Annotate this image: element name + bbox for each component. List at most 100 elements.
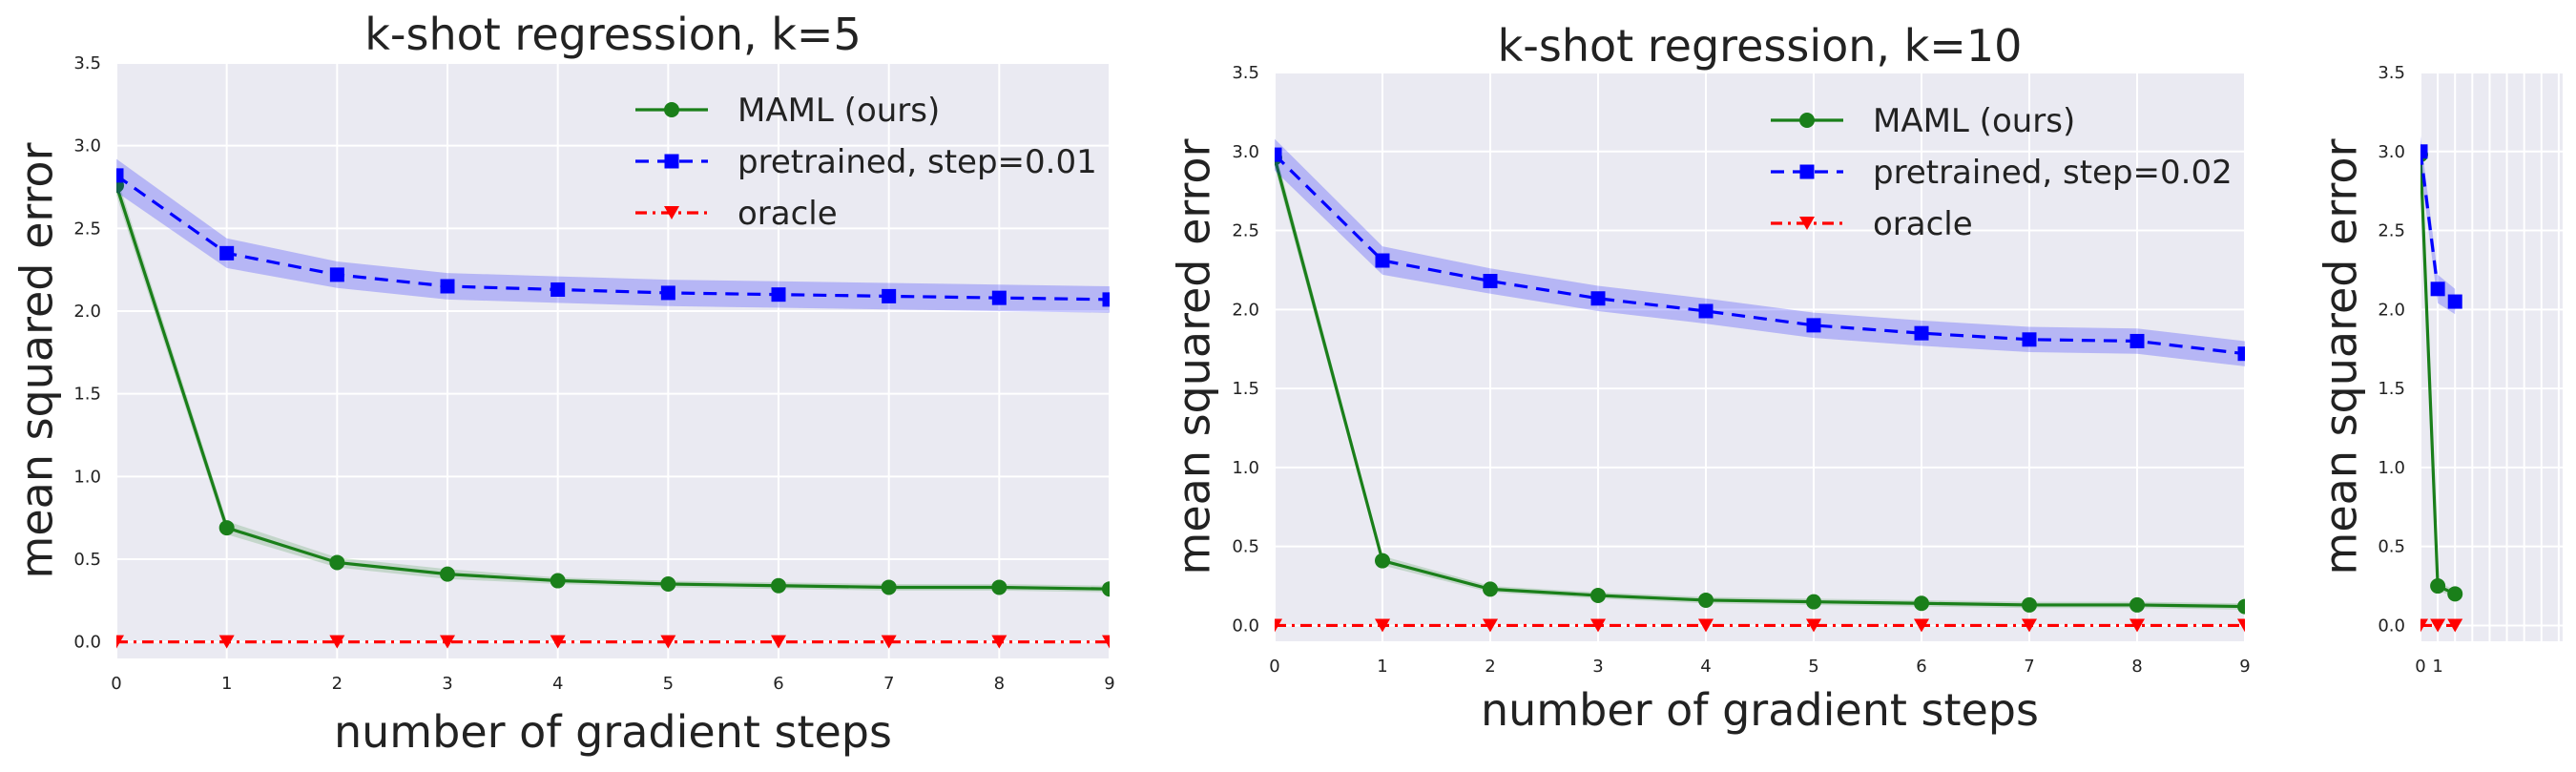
data-point [1375,553,1390,569]
data-point [1590,587,1606,603]
data-point [1102,292,1110,307]
y-tick-label: 0.5 [1232,537,1259,557]
x-tick-label: 1 [2432,657,2442,677]
data-point [1102,581,1110,597]
data-point [2237,618,2245,633]
x-tick-label: 7 [2024,657,2034,677]
legend-entry: MAML (ours) [737,92,940,130]
data-point [2129,333,2145,348]
data-point [219,245,235,261]
legend-marker [1799,217,1815,230]
data-point [2430,618,2446,633]
series-pretrained-step-0-01 [116,158,1110,313]
data-point [660,576,676,592]
data-point [991,290,1007,305]
legend-entry: pretrained, step=0.02 [1873,154,2233,192]
series-maml-ours [1275,148,2245,615]
y-tick-label: 3.5 [73,53,101,73]
data-point [1806,594,1821,610]
data-point [1483,274,1498,289]
x-tick-label: 1 [221,674,232,694]
series-unnamed-1 [2420,136,2462,315]
x-tick-label: 8 [994,674,1005,694]
data-point [2447,586,2463,602]
series-line [116,184,1110,591]
data-point [2237,346,2245,362]
y-tick-label: 3.5 [2378,63,2405,83]
data-point [1806,318,1821,333]
y-tick-label: 1.0 [2378,458,2405,478]
data-point [1483,618,1498,633]
data-point [1590,291,1606,306]
data-point [2447,294,2462,309]
legend-marker [1799,164,1815,179]
series-line [1275,153,2245,356]
y-tick-label: 1.5 [1232,379,1259,399]
legend-entry: pretrained, step=0.01 [737,143,1097,181]
x-tick-label: 2 [1485,657,1495,677]
data-point [116,635,124,649]
series-maml-ours [116,175,1110,597]
data-point [550,573,566,589]
legend-marker [664,102,679,117]
x-axis-label: number of gradient steps [1481,684,2039,736]
y-tick-label: 1.5 [2378,379,2405,399]
x-tick-label: 5 [663,674,674,694]
series-pretrained-step-0-02 [1275,138,2245,366]
y-tick-label: 1.0 [1232,458,1259,478]
y-tick-label: 3.0 [73,136,101,156]
legend: MAML (ours) pretrained, step=0.02 oracle [1771,102,2233,243]
y-tick-label: 2.5 [73,219,101,239]
x-tick-label: 1 [1377,657,1387,677]
y-tick-label: 0.5 [2378,537,2405,557]
data-point [440,635,455,649]
y-tick-label: 0.5 [73,550,101,570]
chart-panel-2: 0.0 0.5 1.0 1.5 2.0 2.5 3.0 3.5 0 1 2 3 4 5 6 7 8 9 k-shot… [1169,20,2251,736]
legend-marker [1799,113,1815,128]
x-tick-label: 8 [2131,657,2142,677]
series-unnamed-2 [2420,618,2463,633]
data-point [2420,144,2428,159]
data-point [218,635,235,649]
y-tick-label: 0.0 [1232,616,1259,636]
data-point [1806,618,1821,633]
x-tick-label: 0 [2415,657,2425,677]
data-point [1275,618,1282,633]
data-point [1102,635,1110,649]
data-point [2430,282,2445,297]
legend: MAML (ours) pretrained, step=0.01 oracle [635,92,1097,233]
data-point [1375,253,1390,268]
x-tick-label: 3 [442,674,452,694]
data-point [881,579,897,595]
y-axis-label: mean squared error [2316,138,2367,574]
data-point [1275,147,1282,162]
data-point [1914,325,1929,341]
data-point [1698,303,1714,319]
data-point [2022,618,2037,633]
data-point [116,168,124,183]
data-point [2129,596,2145,613]
x-tick-label: 6 [773,674,783,694]
data-point [2447,618,2463,633]
data-point [1483,581,1498,597]
y-tick-label: 3.0 [2378,142,2405,162]
data-point [218,520,235,536]
y-tick-label: 1.0 [73,467,101,487]
series-oracle [1275,618,2245,633]
x-tick-label: 2 [332,674,343,694]
x-tick-label: 5 [1808,657,1818,677]
data-point [991,635,1008,649]
data-point [2237,598,2245,615]
y-axis-label: mean squared error [11,142,63,578]
data-point [440,279,455,294]
gridlines [116,63,1110,658]
data-point [551,282,566,297]
data-point [440,566,455,582]
y-tick-label: 3.5 [1232,63,1259,83]
data-point [882,288,897,303]
legend-marker [664,206,679,219]
y-tick-label: 2.0 [2378,300,2405,320]
x-tick-label: 6 [1916,657,1926,677]
data-point [1375,618,1390,633]
data-point [329,554,345,571]
